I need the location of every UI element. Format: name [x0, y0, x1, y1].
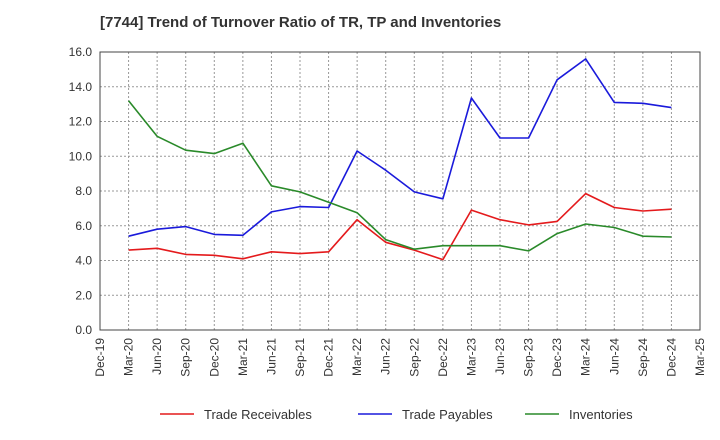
series-line-trade-receivables [128, 192, 672, 261]
y-tick-label: 8.0 [75, 184, 92, 198]
x-tick-labels: Dec-19 Mar-20 Jun-20 Sep-20 Dec-20 Mar-21 Jun-… [93, 338, 707, 377]
series-line-trade-payables [128, 58, 672, 237]
x-tick-label: Jun-22 [379, 338, 393, 375]
legend: Trade Receivables Trade Payables Inventori… [160, 407, 633, 422]
x-tick-label: Dec-23 [550, 338, 564, 377]
y-tick-label: 16.0 [69, 45, 93, 59]
series-line-inventories [127, 100, 672, 252]
x-tick-label: Jun-21 [264, 338, 278, 375]
x-tick-label: Dec-21 [322, 338, 336, 377]
x-tick-label: Mar-25 [693, 338, 707, 376]
x-tick-label: Dec-19 [93, 338, 107, 377]
x-tick-label: Mar-22 [350, 338, 364, 376]
x-tick-label: Jun-23 [493, 338, 507, 375]
legend-label: Inventories [569, 407, 633, 422]
y-tick-label: 2.0 [75, 288, 92, 302]
y-tick-label: 12.0 [69, 115, 93, 129]
x-tick-label: Sep-23 [522, 338, 536, 377]
x-tick-label: Mar-20 [122, 338, 136, 376]
x-tick-label: Mar-21 [236, 338, 250, 376]
y-tick-label: 4.0 [75, 254, 92, 268]
grid-lines [100, 51, 700, 330]
y-tick-label: 10.0 [69, 149, 93, 163]
x-tick-label: Sep-24 [636, 338, 650, 377]
series-lines [127, 58, 672, 261]
x-tick-label: Jun-24 [607, 338, 621, 375]
y-tick-labels: 0.0 2.0 4.0 6.0 8.0 10.0 12.0 14.0 16.0 [69, 45, 93, 337]
x-tick-label: Mar-24 [579, 338, 593, 376]
y-tick-label: 14.0 [69, 80, 93, 94]
x-tick-label: Sep-20 [179, 338, 193, 377]
x-tick-label: Dec-24 [664, 338, 678, 377]
y-tick-label: 6.0 [75, 219, 92, 233]
plot-frame [99, 51, 701, 331]
legend-label: Trade Receivables [204, 407, 312, 422]
x-tick-label: Sep-22 [407, 338, 421, 377]
x-tick-label: Jun-20 [150, 338, 164, 375]
legend-label: Trade Payables [402, 407, 493, 422]
axes [99, 51, 701, 331]
x-tick-label: Dec-20 [207, 338, 221, 377]
x-tick-label: Mar-23 [464, 338, 478, 376]
y-tick-label: 0.0 [75, 323, 92, 337]
chart-title: [7744] Trend of Turnover Ratio of TR, TP… [100, 14, 502, 31]
x-tick-label: Dec-22 [436, 338, 450, 377]
x-tick-label: Sep-21 [293, 338, 307, 377]
